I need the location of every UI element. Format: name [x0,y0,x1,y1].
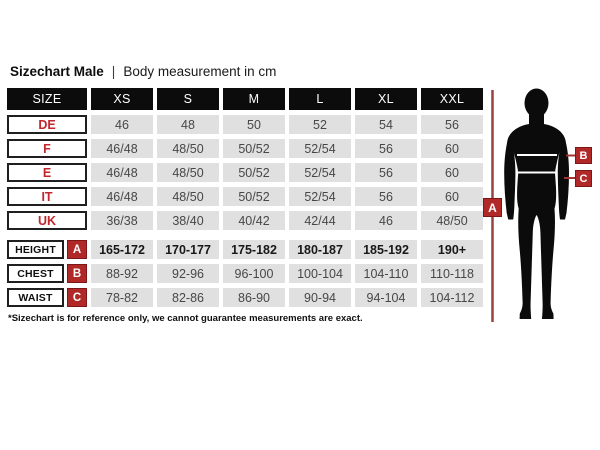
cell-uk-s: 38/40 [157,211,219,230]
cell-chest-xxl: 110-118 [421,264,483,283]
cell-e-l: 52/54 [289,163,351,182]
cell-e-xxl: 60 [421,163,483,182]
row-label-uk: UK [7,211,87,230]
cell-de-l: 52 [289,115,351,134]
cell-de-s: 48 [157,115,219,134]
cell-de-xl: 54 [355,115,417,134]
measure-label-group-height: HEIGHT A [7,240,87,259]
header-cell-size: SIZE [7,88,87,110]
cell-it-xxl: 60 [421,187,483,206]
silhouette-head [524,88,549,118]
cell-waist-s: 82-86 [157,288,219,307]
cell-e-xs: 46/48 [91,163,153,182]
cell-e-xl: 56 [355,163,417,182]
cell-de-xxl: 56 [421,115,483,134]
height-badge-a: A [483,198,502,217]
cell-it-m: 50/52 [223,187,285,206]
measure-label-group-waist: WAIST C [7,288,87,307]
measure-badge-c: C [67,288,87,307]
cell-f-m: 50/52 [223,139,285,158]
cell-f-l: 52/54 [289,139,351,158]
header-cell-m: M [223,88,285,110]
header-cell-xs: XS [91,88,153,110]
cell-height-m: 175-182 [223,240,285,259]
measure-label-group-chest: CHEST B [7,264,87,283]
header-cell-l: L [289,88,351,110]
cell-it-s: 48/50 [157,187,219,206]
cell-de-xs: 46 [91,115,153,134]
chest-badge-b: B [575,147,592,164]
cell-it-xl: 56 [355,187,417,206]
silhouette-body [504,124,569,319]
sizechart-table: SIZE XS S M L XL XXL DE 46 48 50 52 54 56 F 46/48 48/50 5… [7,88,483,307]
header-cell-s: S [157,88,219,110]
cell-chest-m: 96-100 [223,264,285,283]
cell-uk-xl: 46 [355,211,417,230]
cell-height-xs: 165-172 [91,240,153,259]
row-label-it: IT [7,187,87,206]
cell-waist-xl: 94-104 [355,288,417,307]
cell-height-xl: 185-192 [355,240,417,259]
title-separator: | [111,64,116,79]
measure-label-chest: CHEST [7,264,64,283]
cell-it-xs: 46/48 [91,187,153,206]
waist-badge-c: C [575,170,592,187]
cell-e-s: 48/50 [157,163,219,182]
cell-uk-l: 42/44 [289,211,351,230]
cell-it-l: 52/54 [289,187,351,206]
row-label-de: DE [7,115,87,134]
cell-waist-xs: 78-82 [91,288,153,307]
footnote: *Sizechart is for reference only, we can… [8,313,363,324]
cell-chest-xl: 104-110 [355,264,417,283]
cell-uk-m: 40/42 [223,211,285,230]
silhouette-neck [529,112,544,126]
cell-waist-m: 86-90 [223,288,285,307]
cell-f-xxl: 60 [421,139,483,158]
title-product: Sizechart Male [10,64,104,79]
cell-f-s: 48/50 [157,139,219,158]
size-conversion-grid: SIZE XS S M L XL XXL DE 46 48 50 52 54 56 F 46/48 48/50 5… [7,88,483,230]
measure-label-waist: WAIST [7,288,64,307]
cell-height-s: 170-177 [157,240,219,259]
page-title: Sizechart Male | Body measurement in cm [10,64,276,79]
row-label-e: E [7,163,87,182]
header-cell-xl: XL [355,88,417,110]
cell-height-xxl: 190+ [421,240,483,259]
measure-badge-a: A [67,240,87,259]
cell-chest-l: 100-104 [289,264,351,283]
header-cell-xxl: XXL [421,88,483,110]
cell-de-m: 50 [223,115,285,134]
cell-height-l: 180-187 [289,240,351,259]
measure-badge-b: B [67,264,87,283]
row-label-f: F [7,139,87,158]
title-subtitle: Body measurement in cm [123,64,277,79]
measure-label-height: HEIGHT [7,240,64,259]
cell-uk-xs: 36/38 [91,211,153,230]
cell-chest-s: 92-96 [157,264,219,283]
cell-f-xs: 46/48 [91,139,153,158]
cell-waist-l: 90-94 [289,288,351,307]
cell-chest-xs: 88-92 [91,264,153,283]
cell-waist-xxl: 104-112 [421,288,483,307]
cell-e-m: 50/52 [223,163,285,182]
body-measurement-grid: HEIGHT A 165-172 170-177 175-182 180-187 185-1… [7,240,483,307]
cell-uk-xxl: 48/50 [421,211,483,230]
cell-f-xl: 56 [355,139,417,158]
